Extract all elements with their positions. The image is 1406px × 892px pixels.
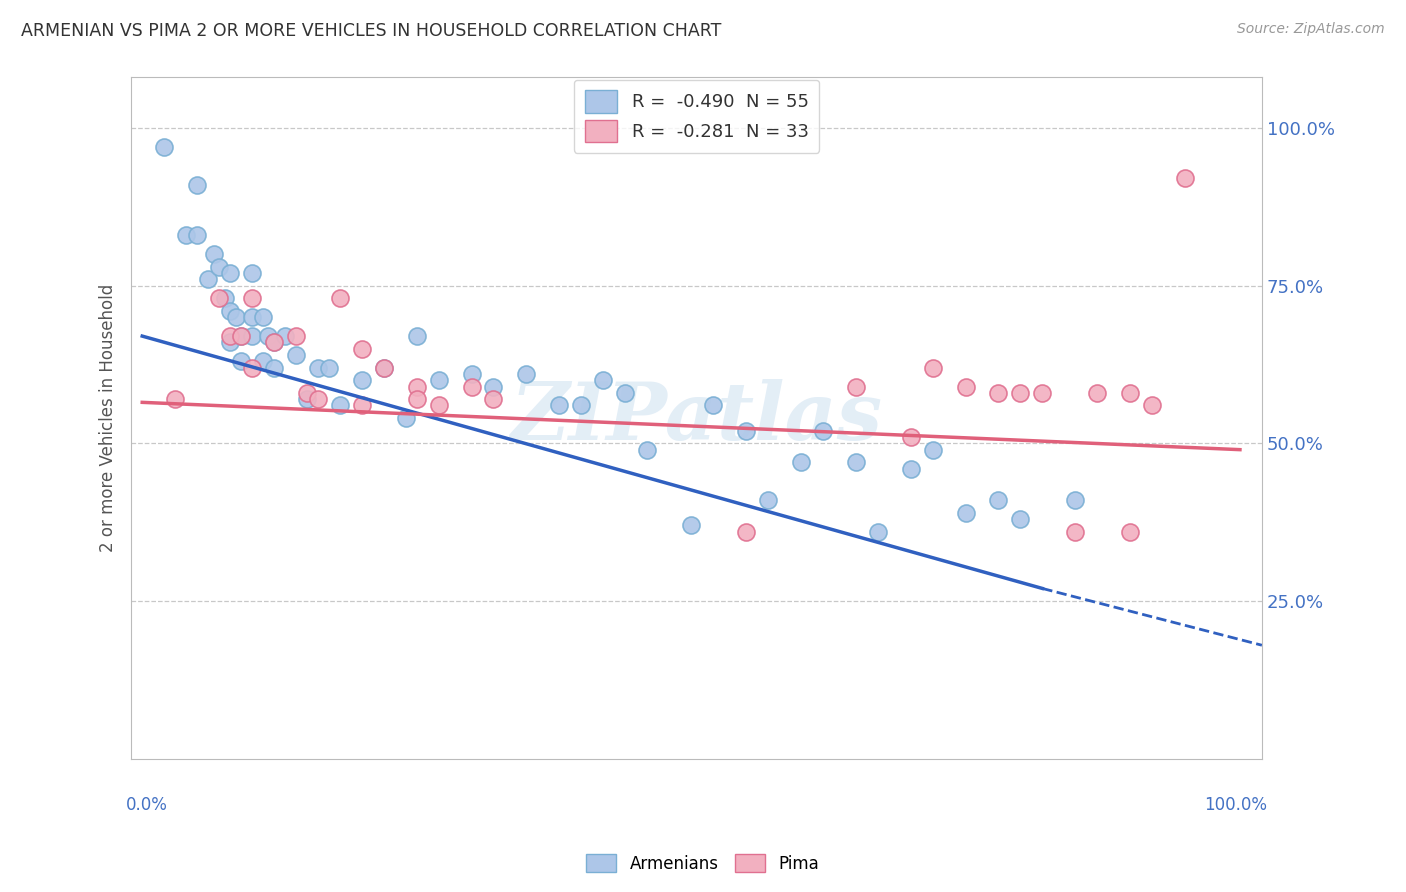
Text: Source: ZipAtlas.com: Source: ZipAtlas.com [1237,22,1385,37]
Y-axis label: 2 or more Vehicles in Household: 2 or more Vehicles in Household [100,284,117,552]
Point [295,385,318,400]
Point [257,329,280,343]
Point [1010,512,1032,526]
Point [350,399,373,413]
Point [229,329,252,343]
Text: ARMENIAN VS PIMA 2 OR MORE VEHICLES IN HOUSEHOLD CORRELATION CHART: ARMENIAN VS PIMA 2 OR MORE VEHICLES IN H… [21,22,721,40]
Point [263,335,285,350]
Point [1031,385,1053,400]
Point [373,360,395,375]
Point [1119,524,1142,539]
Point [405,392,427,407]
Point [240,266,263,280]
Text: 100.0%: 100.0% [1205,797,1268,814]
Point [921,442,943,457]
Point [252,354,274,368]
Point [240,329,263,343]
Point [987,385,1010,400]
Point [202,247,225,261]
Point [1064,524,1087,539]
Point [329,399,352,413]
Point [263,335,285,350]
Point [845,455,868,469]
Point [427,373,450,387]
Point [219,266,242,280]
Point [318,360,340,375]
Point [240,291,263,305]
Point [329,291,352,305]
Point [350,373,373,387]
Point [955,506,977,520]
Point [702,399,724,413]
Point [921,360,943,375]
Point [225,310,247,325]
Point [208,260,231,274]
Point [1085,385,1108,400]
Point [460,367,482,381]
Point [174,228,197,243]
Point [307,392,329,407]
Point [219,304,242,318]
Point [405,379,427,393]
Point [900,461,922,475]
Point [350,342,373,356]
Point [845,379,868,393]
Point [1010,385,1032,400]
Point [252,310,274,325]
Point [1140,399,1163,413]
Point [395,411,418,425]
Point [229,354,252,368]
Point [307,360,329,375]
Point [186,178,208,192]
Point [735,424,758,438]
Point [214,291,236,305]
Point [165,392,187,407]
Point [186,228,208,243]
Point [636,442,658,457]
Point [482,392,505,407]
Point [240,360,263,375]
Point [219,329,242,343]
Point [295,392,318,407]
Point [900,430,922,444]
Point [427,399,450,413]
Point [482,379,505,393]
Point [811,424,834,438]
Point [614,385,637,400]
Point [197,272,219,286]
Point [1064,493,1087,508]
Point [219,335,242,350]
Legend: R =  -0.490  N = 55, R =  -0.281  N = 33: R = -0.490 N = 55, R = -0.281 N = 33 [574,79,820,153]
Point [569,399,592,413]
Point [756,493,779,508]
Point [284,329,307,343]
Point [955,379,977,393]
Point [1119,385,1142,400]
Point [208,291,231,305]
Legend: Armenians, Pima: Armenians, Pima [579,847,827,880]
Text: 0.0%: 0.0% [125,797,167,814]
Point [790,455,813,469]
Point [153,140,176,154]
Point [592,373,614,387]
Point [1174,171,1197,186]
Point [229,329,252,343]
Point [405,329,427,343]
Point [263,360,285,375]
Point [284,348,307,362]
Point [681,518,703,533]
Point [987,493,1010,508]
Point [735,524,758,539]
Point [515,367,537,381]
Text: ZIPatlas: ZIPatlas [510,379,883,457]
Point [373,360,395,375]
Point [460,379,482,393]
Point [240,310,263,325]
Point [548,399,571,413]
Point [866,524,889,539]
Point [274,329,297,343]
